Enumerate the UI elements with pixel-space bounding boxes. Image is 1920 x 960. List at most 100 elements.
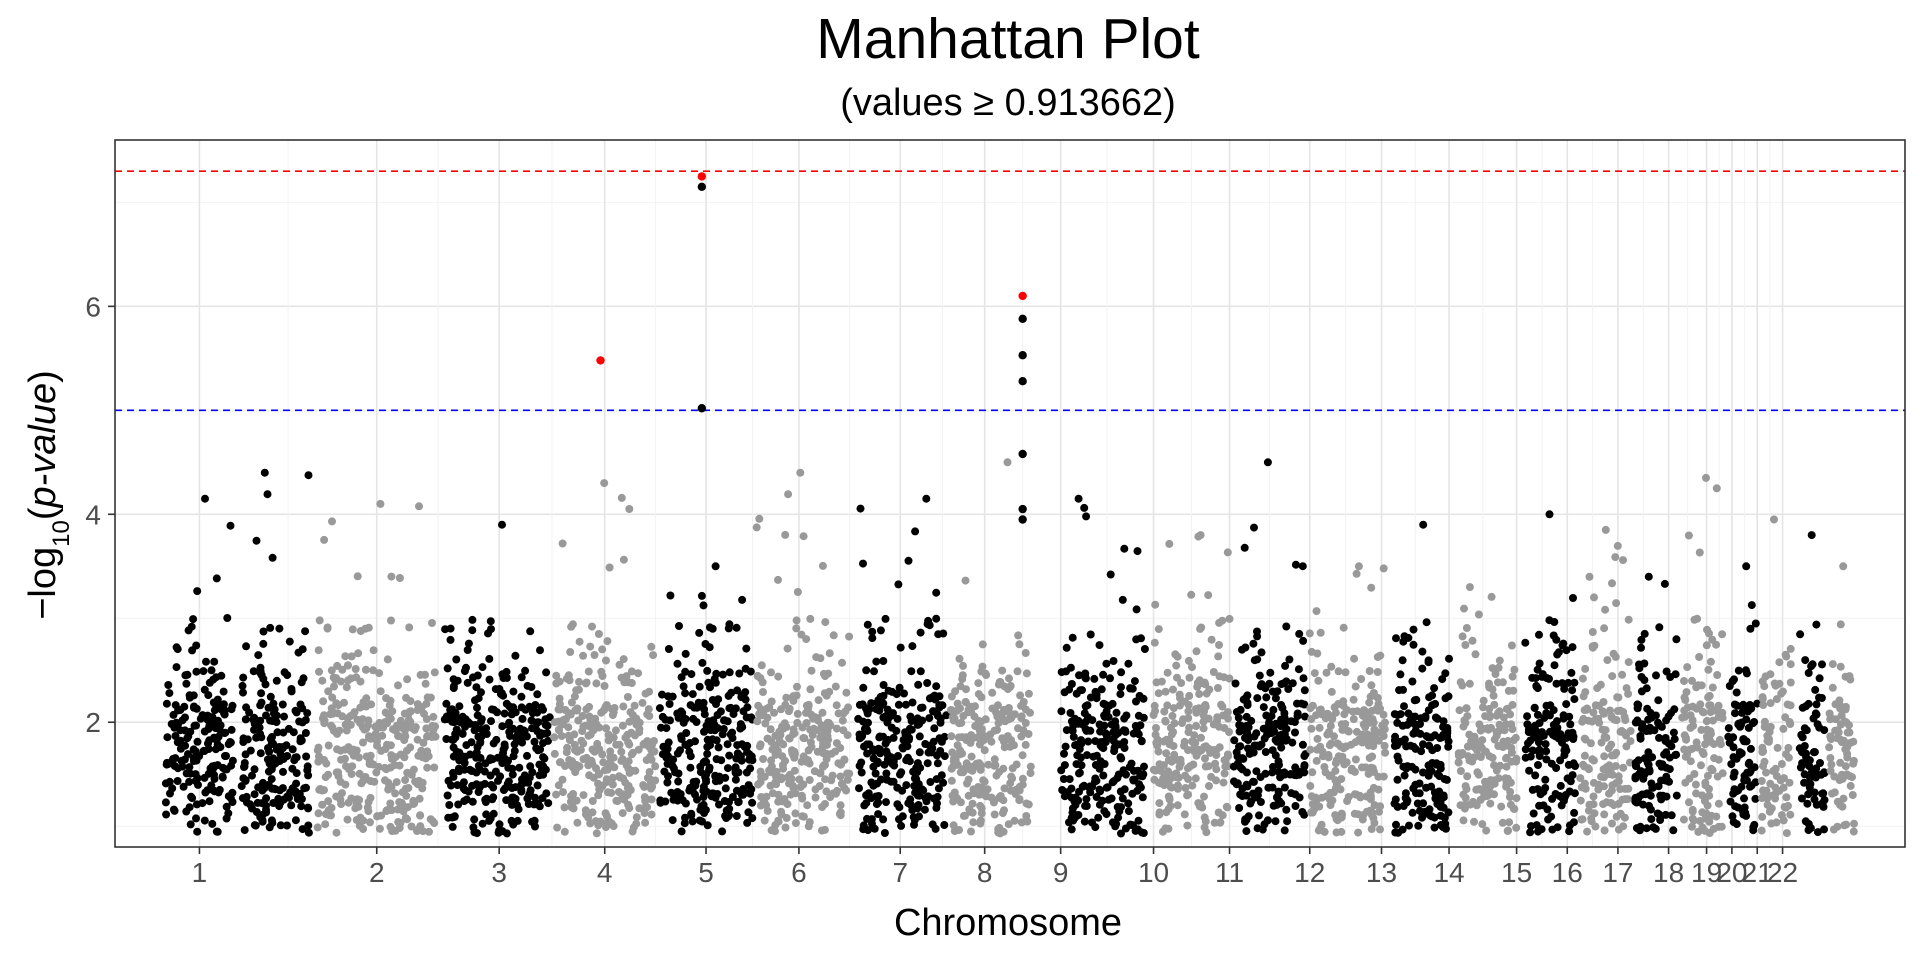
- snp-point: [956, 768, 965, 777]
- snp-point: [1765, 735, 1773, 744]
- snp-point: [796, 783, 805, 791]
- snp-point: [1337, 775, 1346, 783]
- snp-point: [1365, 698, 1374, 707]
- snp-point: [696, 762, 705, 771]
- snp-point: [468, 797, 477, 806]
- snp-point: [1618, 670, 1627, 679]
- snp-point: [171, 732, 180, 740]
- snp-point: [1492, 728, 1501, 737]
- snp-point: [265, 823, 274, 832]
- snp-point: [1271, 751, 1280, 760]
- snp-point: [1562, 733, 1571, 742]
- snp-point: [348, 625, 357, 634]
- snp-point: [172, 663, 181, 672]
- snp-point: [1314, 826, 1323, 835]
- snp-point: [1099, 771, 1108, 780]
- snp-point: [880, 829, 889, 837]
- snp-point: [1639, 800, 1647, 809]
- snp-point: [239, 774, 248, 783]
- snp-point: [947, 732, 956, 741]
- snp-point: [1165, 740, 1174, 749]
- snp-point: [1316, 628, 1325, 637]
- snp-point: [404, 710, 413, 719]
- snp-point: [1128, 789, 1137, 798]
- snp-point: [925, 714, 934, 723]
- snp-point: [1490, 776, 1499, 785]
- axis-layer: [114, 139, 1906, 848]
- snp-point: [1570, 695, 1579, 704]
- snp-point: [1466, 800, 1475, 809]
- snp-point: [1433, 744, 1442, 752]
- snp-point: [1820, 796, 1829, 804]
- snp-point: [453, 781, 462, 790]
- snp-point: [509, 793, 518, 802]
- snp-point: [859, 683, 868, 692]
- snp-point: [1412, 695, 1421, 704]
- snp-point: [1688, 805, 1697, 814]
- snp-point: [304, 828, 313, 837]
- snp-point: [1564, 678, 1573, 687]
- snp-point: [210, 774, 219, 783]
- snp-point: [1424, 706, 1433, 715]
- snp-point: [1530, 703, 1539, 712]
- snp-point: [765, 766, 774, 775]
- snp-point: [1780, 774, 1788, 783]
- snp-point: [1597, 738, 1606, 747]
- snp-point: [1644, 715, 1653, 724]
- snp-point: [1197, 733, 1205, 742]
- snp-point: [1716, 740, 1725, 749]
- snp-point: [734, 768, 743, 777]
- snp-peak-point: [796, 468, 805, 477]
- snp-point: [1065, 818, 1073, 827]
- snp-point: [263, 490, 272, 499]
- snp-point: [595, 786, 604, 794]
- snp-point: [1697, 725, 1706, 734]
- snp-point: [1679, 815, 1688, 824]
- snp-point: [200, 773, 209, 782]
- snp-point: [720, 716, 729, 725]
- snp-point: [333, 709, 342, 718]
- snp-point: [1395, 686, 1404, 695]
- snp-point: [530, 800, 539, 809]
- snp-point: [378, 731, 387, 740]
- snp-point: [948, 748, 957, 757]
- snp-point: [1327, 687, 1336, 696]
- snp-point: [288, 764, 297, 773]
- snp-point: [1727, 760, 1736, 769]
- snp-point: [1155, 808, 1164, 817]
- snp-point: [767, 697, 776, 706]
- snp-point: [359, 825, 368, 833]
- snp-point: [1080, 503, 1089, 512]
- snp-point: [1349, 695, 1358, 704]
- snp-point: [1236, 742, 1245, 751]
- snp-point: [622, 672, 631, 681]
- snp-point: [1308, 800, 1317, 809]
- snp-point: [556, 758, 565, 767]
- snp-point: [451, 730, 460, 738]
- snp-point: [1424, 656, 1433, 665]
- snp-point: [1170, 719, 1179, 728]
- snp-point: [1433, 714, 1442, 723]
- snp-point: [1660, 579, 1669, 588]
- snp-point: [1745, 768, 1754, 777]
- x-tick-label: 20: [1716, 857, 1747, 888]
- snp-point: [1523, 720, 1532, 729]
- snp-point: [1214, 652, 1223, 661]
- snp-point: [1373, 653, 1382, 661]
- snp-point: [455, 748, 464, 757]
- snp-point: [974, 783, 983, 791]
- snp-point: [713, 711, 722, 719]
- snp-point: [1826, 732, 1835, 741]
- snp-point: [421, 670, 429, 679]
- snp-point: [1205, 685, 1214, 694]
- snp-point: [1589, 800, 1598, 809]
- snp-point: [298, 718, 307, 727]
- snp-point: [1643, 758, 1652, 767]
- snp-point: [598, 750, 607, 759]
- snp-point: [1415, 806, 1424, 815]
- snp-point: [1230, 736, 1239, 745]
- snp-point: [816, 769, 825, 778]
- snp-point: [1313, 734, 1322, 743]
- snp-point: [1188, 663, 1196, 672]
- snp-point: [366, 818, 374, 827]
